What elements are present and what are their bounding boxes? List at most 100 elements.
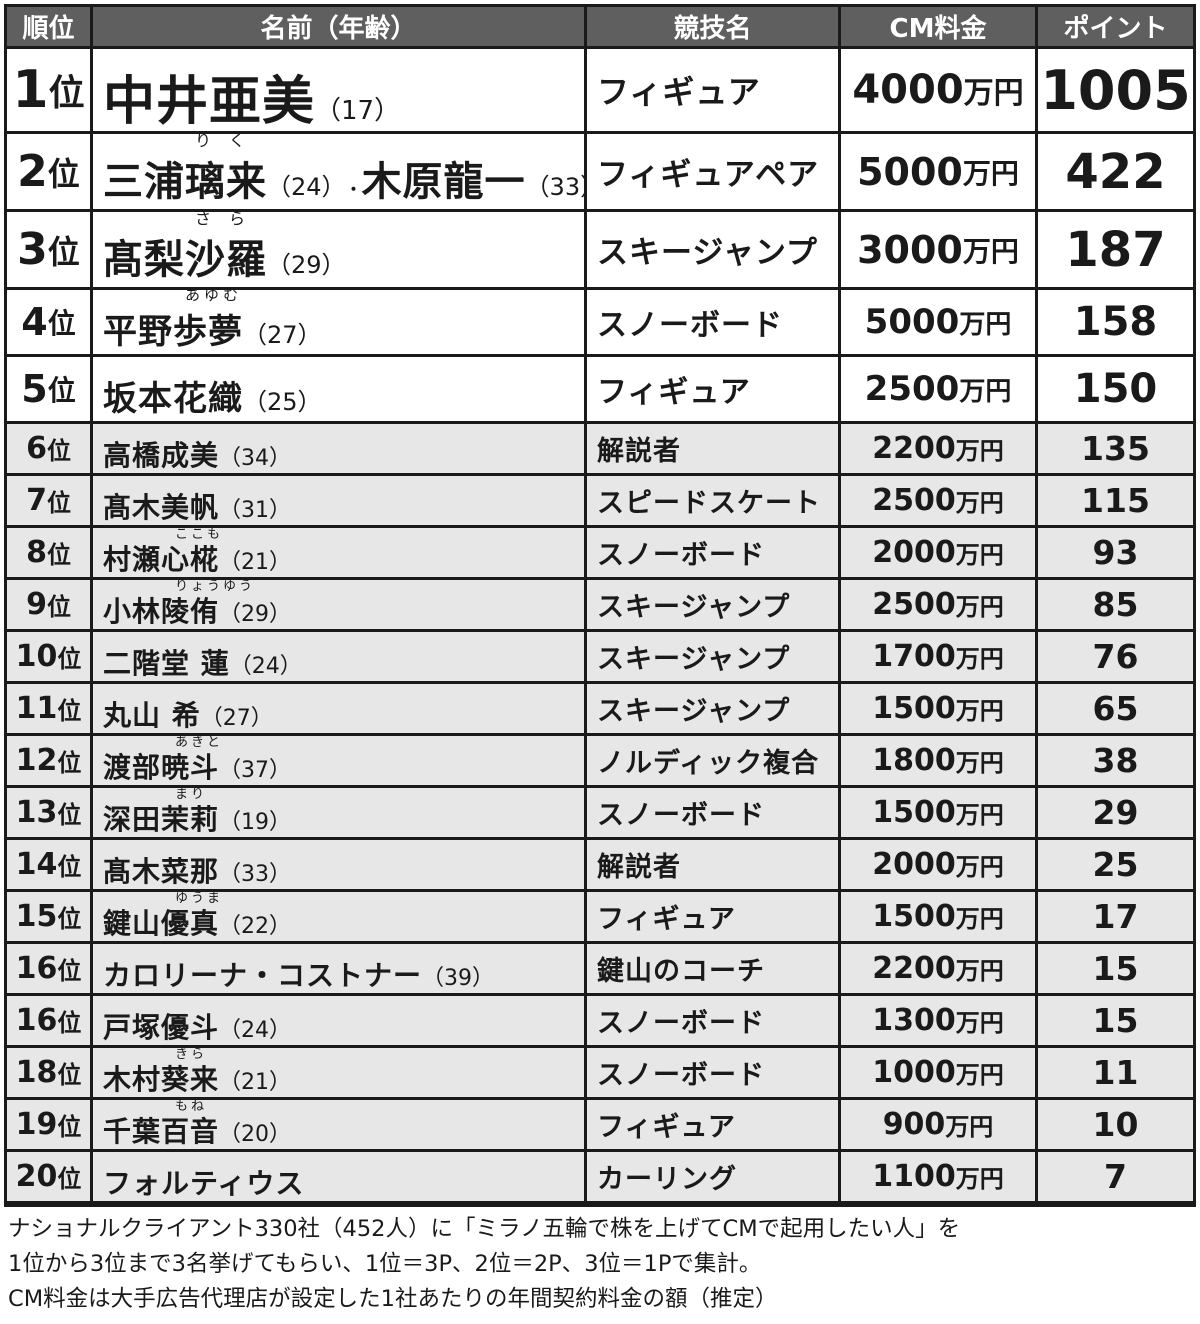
sport-cell: スキージャンプ <box>587 580 838 629</box>
table-row: 10 位二階堂 蓮（24） スキージャンプ 1700 万円 76 <box>7 632 1193 681</box>
rank-number: 5 <box>21 367 48 411</box>
points-value: 135 <box>1081 429 1150 468</box>
sport-name: フィギュア <box>597 73 761 111</box>
athlete-age: （21） <box>219 1069 292 1095</box>
sport-cell: スノーボード <box>587 290 838 354</box>
fee-cell: 900 万円 <box>841 1100 1035 1149</box>
points-value: 17 <box>1092 897 1139 936</box>
header-rank: 順位 <box>7 7 90 46</box>
fee-cell: 1700 万円 <box>841 632 1035 681</box>
sport-name: スノーボード <box>597 540 765 571</box>
fee-cell: 1500 万円 <box>841 788 1035 837</box>
fee-amount: 2000 <box>872 535 956 570</box>
rank-number: 2 <box>17 146 48 197</box>
sport-cell: スキージャンプ <box>587 684 838 733</box>
fee-amount: 1700 <box>872 639 956 674</box>
athlete-name: 髙梨沙羅 <box>103 236 267 283</box>
name-cell: 戸塚優斗 （24） <box>93 996 584 1045</box>
rank-suffix: 位 <box>46 437 71 465</box>
athlete-age: （17） <box>315 95 401 126</box>
fee-cell: 5000 万円 <box>841 290 1035 354</box>
table-row: 16 位戸塚優斗 （24） スノーボード 1300 万円 15 <box>7 996 1193 1045</box>
sport-name: フィギュア <box>597 904 736 935</box>
name-cell: さら 髙梨沙羅 （29） <box>93 212 584 287</box>
athlete-name: 千葉百音 <box>103 1114 220 1148</box>
points-cell: 85 <box>1038 580 1193 629</box>
fee-unit: 万円 <box>955 437 1004 465</box>
fee-cell: 2500 万円 <box>841 476 1035 525</box>
name-reading: ゆうま <box>175 892 224 906</box>
points-value: 11 <box>1092 1053 1139 1092</box>
sport-cell: フィギュア <box>587 49 838 131</box>
sport-cell: スノーボード <box>587 528 838 577</box>
name-cell: 髙木菜那 （33） <box>93 840 584 889</box>
athlete-age: （24） <box>267 172 346 201</box>
footnote-line: CM料金は大手広告代理店が設定した1社あたりの年間契約料金の額（推定） <box>8 1286 778 1312</box>
fee-unit: 万円 <box>959 309 1012 340</box>
sport-name: 解説者 <box>597 436 681 467</box>
table-row: 19 位もね 千葉百音 （20） フィギュア 900 万円 10 <box>7 1100 1193 1149</box>
name-group: りょうゆう 小林陵侑 （29） <box>103 580 291 629</box>
name-reading: きら <box>175 1048 208 1062</box>
points-cell: 38 <box>1038 736 1193 785</box>
rank-cell: 15 位 <box>7 892 90 941</box>
fee-unit: 万円 <box>955 905 1004 933</box>
name-cell: 中井亜美 （17） <box>93 49 584 131</box>
athlete-name: 深田茉莉 <box>103 802 220 836</box>
fee-unit: 万円 <box>955 541 1004 569</box>
name-reading: さら <box>195 212 264 228</box>
points-value: 1005 <box>1040 58 1191 122</box>
points-cell: 11 <box>1038 1048 1193 1097</box>
rank-number: 15 <box>15 899 58 934</box>
rank-suffix: 位 <box>48 73 85 114</box>
table-row: 15 位ゆうま 鍵山優真 （22） フィギュア 1500 万円 17 <box>7 892 1193 941</box>
rank-number: 4 <box>21 300 48 344</box>
fee-cell: 1500 万円 <box>841 892 1035 941</box>
table-row: 3 位さら 髙梨沙羅 （29） スキージャンプ 3000 万円 187 <box>7 212 1193 287</box>
fee-cell: 2500 万円 <box>841 357 1035 421</box>
fee-unit: 万円 <box>955 749 1004 777</box>
rank-number: 11 <box>15 691 58 726</box>
name-group: フォルティウス <box>103 1152 304 1201</box>
athlete-name: 丸山 希 <box>103 698 201 732</box>
athlete-name: 村瀬心椛 <box>103 542 220 576</box>
fee-unit: 万円 <box>955 697 1004 725</box>
points-value: 10 <box>1092 1105 1139 1144</box>
rank-cell: 14 位 <box>7 840 90 889</box>
rank-suffix: 位 <box>46 593 71 621</box>
athlete-name: 木村葵来 <box>103 1062 220 1096</box>
points-cell: 25 <box>1038 840 1193 889</box>
points-cell: 150 <box>1038 357 1193 421</box>
rank-suffix: 位 <box>57 1113 82 1141</box>
sport-cell: 解説者 <box>587 424 838 473</box>
fee-amount: 5000 <box>864 302 960 342</box>
sport-cell: スキージャンプ <box>587 212 838 287</box>
points-value: 7 <box>1104 1157 1127 1196</box>
points-cell: 158 <box>1038 290 1193 354</box>
sport-name: 鍵山のコーチ <box>597 956 765 987</box>
name-cell: まり 深田茉莉 （19） <box>93 788 584 837</box>
sport-cell: 解説者 <box>587 840 838 889</box>
rank-number: 20 <box>15 1159 58 1194</box>
fee-cell: 1800 万円 <box>841 736 1035 785</box>
table-row: 14 位髙木菜那 （33） 解説者 2000 万円 25 <box>7 840 1193 889</box>
sport-name: カーリング <box>597 1164 737 1195</box>
table-row: 12 位あきと 渡部暁斗 （37） ノルディック複合 1800 万円 38 <box>7 736 1193 785</box>
points-value: 38 <box>1092 741 1139 780</box>
athlete-age: （22） <box>219 913 292 939</box>
fee-amount: 2500 <box>872 483 956 518</box>
name-group: もね 千葉百音 （20） <box>103 1100 291 1149</box>
points-cell: 10 <box>1038 1100 1193 1149</box>
sport-cell: フィギュアペア <box>587 134 838 209</box>
athlete-name: 二階堂 蓮 <box>103 646 230 680</box>
fee-amount: 1500 <box>872 691 956 726</box>
fee-amount: 2000 <box>872 847 956 882</box>
name-group: まり 深田茉莉 （19） <box>103 788 291 837</box>
rank-cell: 19 位 <box>7 1100 90 1149</box>
fee-unit: 万円 <box>955 593 1004 621</box>
name-cell: もね 千葉百音 （20） <box>93 1100 584 1149</box>
